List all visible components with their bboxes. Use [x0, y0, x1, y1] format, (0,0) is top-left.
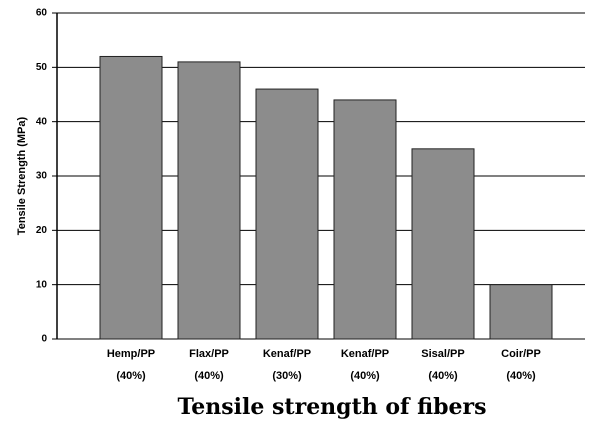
y-tick-label: 10: [36, 279, 48, 290]
bar: [411, 148, 475, 340]
chart-title: Tensile strength of fibers: [177, 394, 486, 420]
x-tick-label: Flax/PP (40%): [189, 348, 229, 382]
x-tick-label: Kenaf/PP (40%): [341, 348, 389, 382]
y-tick-label: 50: [36, 62, 48, 73]
x-tick-label: Hemp/PP (40%): [107, 348, 155, 382]
x-tick-label: Coir/PP (40%): [501, 348, 541, 382]
bar: [489, 284, 553, 340]
y-tick-label: 20: [36, 225, 48, 236]
bar: [177, 61, 241, 340]
bar: [255, 88, 319, 340]
y-axis-label: Tensile Strength (MPa): [16, 116, 28, 235]
x-tick-label: Kenaf/PP (30%): [263, 348, 311, 382]
bar: [99, 55, 163, 340]
y-tick-label: 60: [36, 8, 48, 19]
x-tick-label: Sisal/PP (40%): [421, 348, 464, 382]
y-tick-label: 40: [36, 116, 48, 127]
bar: [333, 99, 397, 340]
y-tick-label: 30: [36, 171, 48, 182]
y-tick-label: 0: [41, 334, 47, 345]
